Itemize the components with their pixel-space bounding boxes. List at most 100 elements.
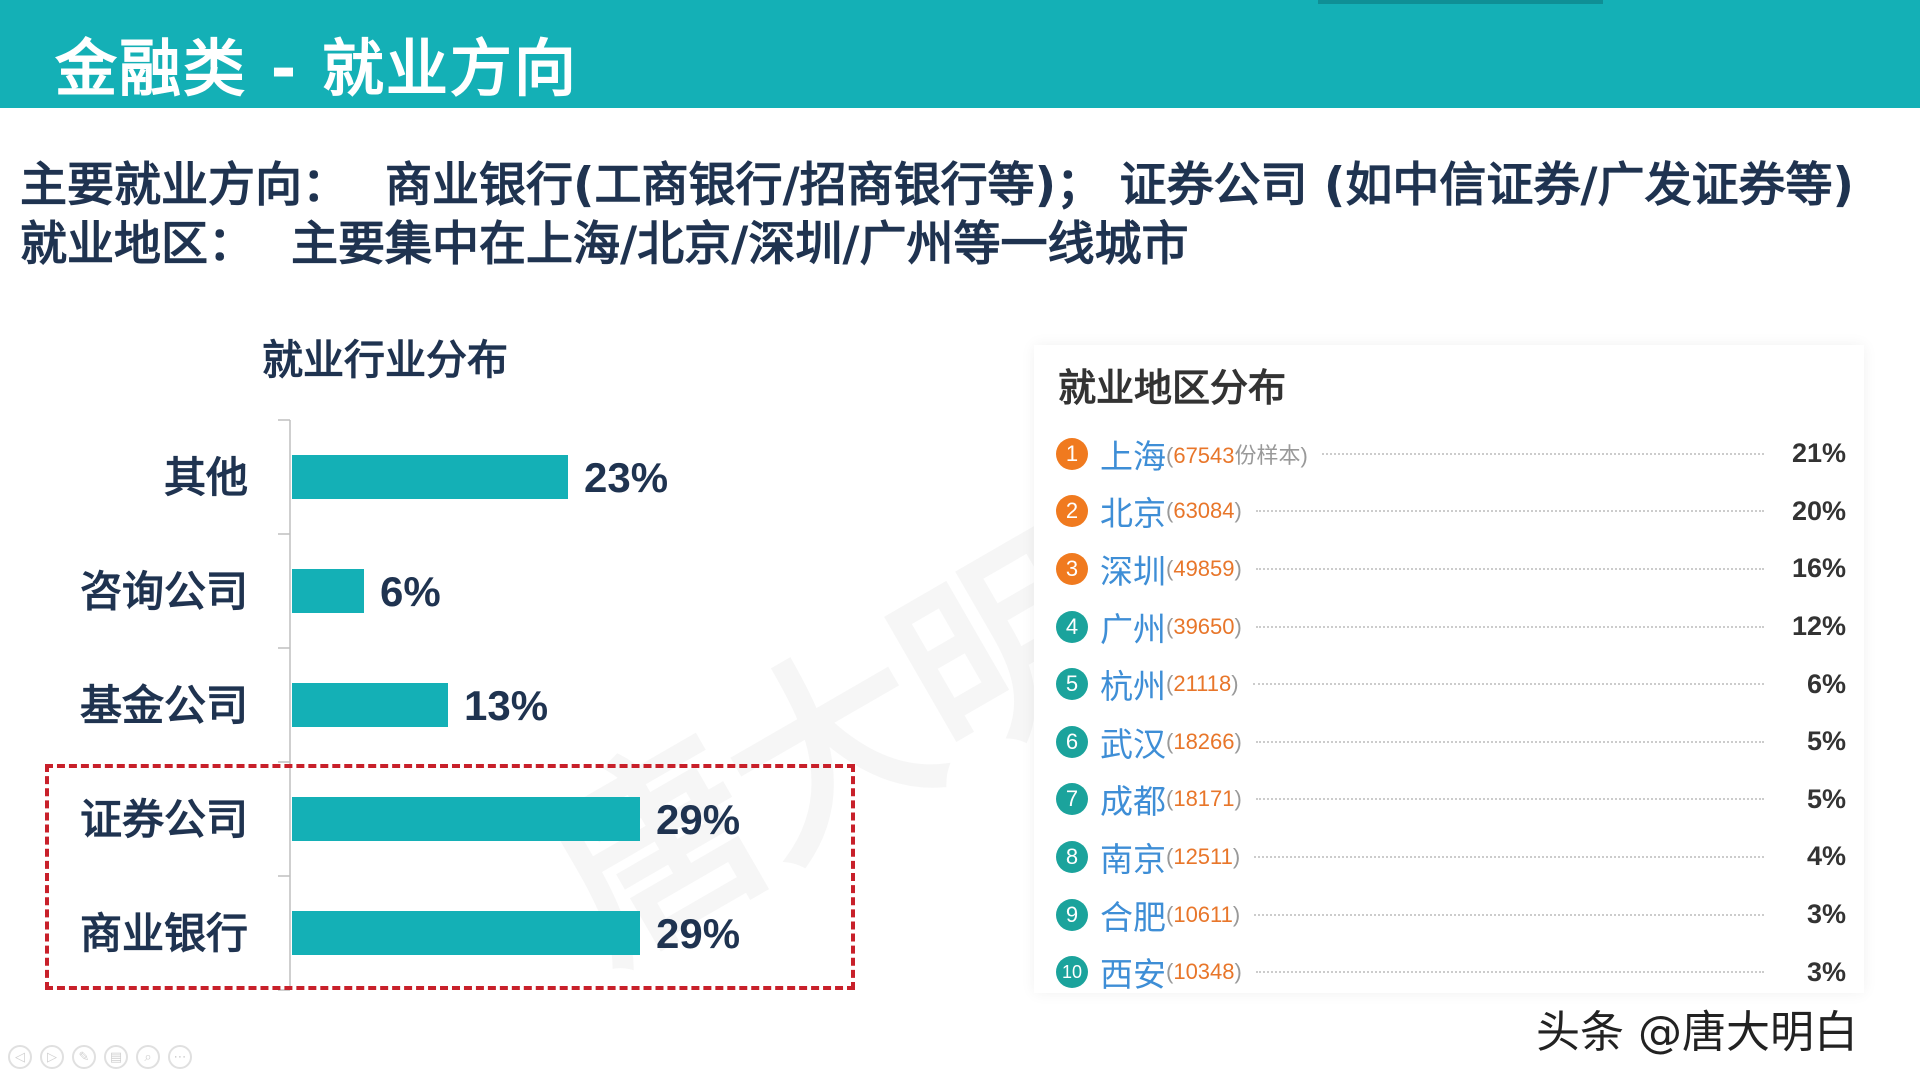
value-label: 6%	[380, 568, 441, 615]
sample-number: 39650	[1173, 613, 1235, 639]
dotted-leader	[1255, 740, 1764, 743]
region-percent: 20%	[1791, 495, 1846, 526]
sample-number: 12511	[1173, 843, 1233, 869]
region-row: 6 武汉 (18266) 5%	[1056, 713, 1846, 771]
sample-count: (10348)	[1166, 959, 1242, 985]
bar	[292, 683, 448, 727]
sample-suffix: )	[1234, 959, 1242, 985]
dotted-leader	[1255, 798, 1764, 801]
dotted-leader	[1321, 452, 1764, 455]
zoom-icon[interactable]: ⌕	[136, 1045, 160, 1069]
sample-number: 49859	[1173, 555, 1235, 581]
bar	[292, 455, 568, 499]
bar	[292, 797, 640, 841]
rank-badge: 8	[1056, 840, 1088, 873]
category-label: 其他	[164, 453, 248, 502]
region-percent: 16%	[1791, 553, 1846, 584]
sample-suffix: )	[1234, 498, 1242, 524]
sample-suffix: 份样本)	[1234, 442, 1308, 468]
region-percent: 3%	[1806, 956, 1846, 987]
sample-count: (67543份样本)	[1166, 438, 1308, 470]
value-label: 23%	[584, 454, 668, 501]
footer-credit: 头条 @唐大明白	[1536, 1007, 1858, 1058]
sample-open-paren: (	[1166, 442, 1174, 468]
city-name: 合肥	[1100, 897, 1166, 937]
sample-suffix: )	[1234, 786, 1242, 812]
sample-open-paren: (	[1166, 671, 1174, 697]
sample-number: 10611	[1173, 901, 1233, 927]
sample-open-paren: (	[1166, 901, 1174, 927]
city-name: 深圳	[1100, 551, 1166, 591]
region-row: 9 合肥 (10611) 3%	[1056, 886, 1846, 944]
rank-badge: 10	[1056, 956, 1088, 989]
sample-count: (18266)	[1166, 729, 1242, 755]
sample-open-paren: (	[1166, 728, 1174, 754]
bar	[292, 569, 364, 613]
sample-number: 10348	[1173, 959, 1235, 985]
summary-value-directions: 商业银行(工商银行/招商银行等)； 证券公司 (如中信证券/广发证券等)	[385, 158, 1854, 213]
sample-suffix: )	[1234, 728, 1242, 754]
prev-icon[interactable]: ◁	[8, 1045, 32, 1069]
sample-number: 63084	[1173, 498, 1235, 524]
summary-line-directions: 主要就业方向： 商业银行(工商银行/招商银行等)； 证券公司 (如中信证券/广发证…	[20, 146, 1854, 215]
rank-badge: 5	[1056, 668, 1088, 701]
rank-badge: 2	[1056, 495, 1088, 528]
dotted-leader	[1255, 567, 1764, 570]
bar	[292, 911, 640, 955]
industry-bar-chart: 其他 23% 咨询公司 6% 基金公司 13% 证券公司 29% 商业银行 29%	[80, 419, 740, 991]
dotted-leader	[1254, 855, 1764, 858]
summary-value-regions: 主要集中在上海/北京/深圳/广州等一线城市	[291, 217, 1189, 272]
sample-count: (21118)	[1166, 671, 1239, 697]
region-percent: 5%	[1806, 726, 1846, 757]
slides-icon[interactable]: ▤	[104, 1045, 128, 1069]
city-name: 北京	[1100, 494, 1166, 534]
sample-open-paren: (	[1166, 498, 1174, 524]
sample-open-paren: (	[1166, 959, 1174, 985]
region-percent: 5%	[1806, 783, 1846, 814]
more-icon[interactable]: ⋯	[168, 1045, 192, 1069]
summary-line-regions: 就业地区： 主要集中在上海/北京/深圳/广州等一线城市	[20, 205, 1189, 274]
region-list: 1 上海 (67543份样本) 21% 2 北京 (63084) 20% 3 深圳 (49859) 1…	[1056, 425, 1846, 1001]
region-row: 5 杭州 (21118) 6%	[1056, 655, 1846, 713]
sample-suffix: )	[1231, 671, 1239, 697]
sample-suffix: )	[1232, 901, 1241, 927]
sample-number: 18266	[1173, 728, 1235, 754]
city-name: 上海	[1100, 436, 1166, 476]
region-row: 7 成都 (18171) 5%	[1056, 771, 1846, 829]
category-label: 证券公司	[80, 795, 248, 844]
dotted-leader	[1254, 913, 1764, 916]
slide-controls: ◁ ▷ ✎ ▤ ⌕ ⋯	[8, 1045, 192, 1073]
rank-badge: 1	[1056, 437, 1088, 470]
category-label: 基金公司	[80, 681, 248, 730]
city-name: 武汉	[1100, 724, 1166, 764]
dotted-leader	[1252, 683, 1764, 686]
value-label: 29%	[656, 796, 740, 843]
sample-count: (18171)	[1166, 786, 1242, 812]
category-label: 商业银行	[80, 909, 248, 958]
region-panel-title: 就业地区分布	[1058, 366, 1287, 410]
sample-suffix: )	[1232, 843, 1241, 869]
sample-count: (63084)	[1166, 498, 1242, 524]
sample-open-paren: (	[1166, 555, 1174, 581]
city-name: 杭州	[1100, 667, 1166, 707]
region-percent: 12%	[1791, 611, 1846, 642]
sample-count: (49859)	[1166, 556, 1242, 582]
sample-open-paren: (	[1166, 613, 1174, 639]
dotted-leader	[1255, 971, 1764, 974]
rank-badge: 4	[1056, 610, 1088, 643]
sample-open-paren: (	[1166, 786, 1174, 812]
sample-number: 67543	[1173, 442, 1235, 468]
region-distribution-panel: 就业地区分布 1 上海 (67543份样本) 21% 2 北京 (63084) 20% 3 深圳(…	[1034, 345, 1864, 994]
rank-badge: 7	[1056, 783, 1088, 816]
value-label: 29%	[656, 910, 740, 957]
region-percent: 3%	[1806, 899, 1846, 930]
sample-suffix: )	[1234, 613, 1242, 639]
sample-count: (39650)	[1166, 614, 1242, 640]
region-row: 4 广州 (39650) 12%	[1056, 598, 1846, 656]
next-icon[interactable]: ▷	[40, 1045, 64, 1069]
sample-number: 21118	[1173, 671, 1232, 697]
summary-key-directions: 主要就业方向：	[20, 158, 349, 213]
city-name: 南京	[1100, 839, 1166, 879]
page-title: 金融类 - 就业方向	[55, 32, 578, 105]
pen-icon[interactable]: ✎	[72, 1045, 96, 1069]
